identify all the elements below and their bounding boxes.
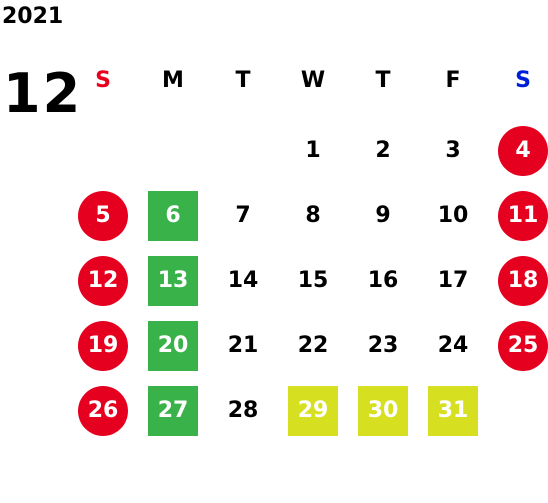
calendar-day-26[interactable]: 26 xyxy=(78,386,128,436)
calendar-day-27[interactable]: 27 xyxy=(148,386,198,436)
calendar-day-20[interactable]: 20 xyxy=(148,321,198,371)
calendar-day-6[interactable]: 6 xyxy=(148,191,198,241)
calendar-day-4[interactable]: 4 xyxy=(498,126,548,176)
month-number: 12 xyxy=(3,62,83,125)
calendar-day-17[interactable]: 17 xyxy=(437,268,469,293)
calendar-day-5[interactable]: 5 xyxy=(78,191,128,241)
calendar-day-22[interactable]: 22 xyxy=(297,333,329,358)
weekday-header-saturday: S xyxy=(515,68,531,93)
year-label: 2021 xyxy=(2,4,64,29)
calendar-day-25[interactable]: 25 xyxy=(498,321,548,371)
calendar-day-19[interactable]: 19 xyxy=(78,321,128,371)
calendar-day-24[interactable]: 24 xyxy=(437,333,469,358)
calendar-day-12[interactable]: 12 xyxy=(78,256,128,306)
weekday-header-thursday: T xyxy=(375,68,391,93)
calendar-day-16[interactable]: 16 xyxy=(367,268,399,293)
calendar-day-11[interactable]: 11 xyxy=(498,191,548,241)
weekday-header-friday: F xyxy=(445,68,461,93)
weekday-header-tuesday: T xyxy=(235,68,251,93)
calendar-day-7[interactable]: 7 xyxy=(235,203,251,228)
calendar-day-23[interactable]: 23 xyxy=(367,333,399,358)
calendar-day-2[interactable]: 2 xyxy=(375,138,391,163)
calendar-day-21[interactable]: 21 xyxy=(227,333,259,358)
calendar-day-1[interactable]: 1 xyxy=(305,138,321,163)
calendar-day-8[interactable]: 8 xyxy=(305,203,321,228)
calendar-day-18[interactable]: 18 xyxy=(498,256,548,306)
calendar-day-28[interactable]: 28 xyxy=(227,398,259,423)
calendar-day-15[interactable]: 15 xyxy=(297,268,329,293)
weekday-header-sunday: S xyxy=(95,68,111,93)
calendar-day-31[interactable]: 31 xyxy=(428,386,478,436)
calendar-day-9[interactable]: 9 xyxy=(375,203,391,228)
calendar-day-13[interactable]: 13 xyxy=(148,256,198,306)
calendar-day-3[interactable]: 3 xyxy=(445,138,461,163)
weekday-header-monday: M xyxy=(162,68,184,93)
calendar-day-14[interactable]: 14 xyxy=(227,268,259,293)
weekday-header-wednesday: W xyxy=(300,68,326,93)
calendar-day-29[interactable]: 29 xyxy=(288,386,338,436)
calendar-day-30[interactable]: 30 xyxy=(358,386,408,436)
calendar-day-10[interactable]: 10 xyxy=(437,203,469,228)
